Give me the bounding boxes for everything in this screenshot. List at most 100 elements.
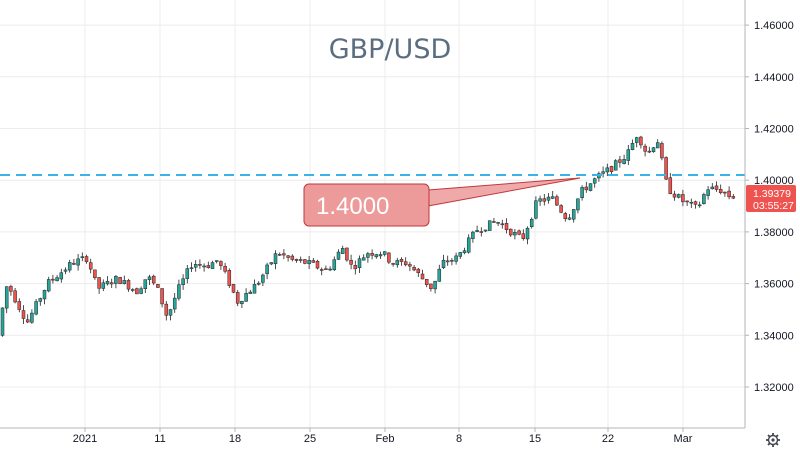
candle <box>429 283 433 292</box>
candle <box>303 259 307 265</box>
candle <box>72 258 76 266</box>
candle <box>387 252 391 265</box>
candle <box>324 265 328 270</box>
candle <box>584 181 589 193</box>
candle <box>525 226 530 245</box>
candle <box>718 184 723 195</box>
candle <box>471 230 475 243</box>
candle <box>181 274 185 290</box>
candle <box>143 279 148 294</box>
candle <box>395 257 400 268</box>
candle <box>441 254 446 269</box>
y-tick-label: 1.42000 <box>754 124 794 136</box>
candlestick-series <box>0 135 736 337</box>
candle <box>332 256 337 272</box>
candle <box>38 297 43 306</box>
candle <box>193 260 198 272</box>
candle <box>256 281 261 286</box>
candle <box>685 200 689 207</box>
settings-gear-icon[interactable] <box>766 433 780 447</box>
candle <box>97 277 101 294</box>
candle <box>206 261 211 269</box>
candle <box>601 166 605 178</box>
candle <box>693 200 698 209</box>
price-callout[interactable]: 1.4000 <box>303 177 581 227</box>
candle <box>643 143 647 157</box>
candle <box>172 292 177 313</box>
candle <box>25 314 30 324</box>
candle <box>294 258 299 263</box>
candle <box>63 267 68 275</box>
candle <box>466 234 471 254</box>
candle <box>9 284 13 296</box>
candle <box>450 258 454 266</box>
candle <box>189 262 194 272</box>
y-tick-label: 1.36000 <box>754 279 794 291</box>
candle <box>382 251 387 257</box>
candle <box>655 139 660 149</box>
candle <box>168 308 173 321</box>
y-tick-label: 1.34000 <box>754 330 794 342</box>
candle <box>156 283 160 288</box>
candle <box>336 249 341 260</box>
last-price-box <box>746 185 796 212</box>
candle <box>240 300 244 309</box>
candle <box>500 219 505 229</box>
candle <box>105 276 110 286</box>
candle <box>273 250 278 270</box>
candle <box>177 279 181 301</box>
candle <box>80 252 85 262</box>
candle <box>88 258 93 274</box>
candle <box>135 287 139 295</box>
candle <box>59 268 64 283</box>
y-tick-label: 1.46000 <box>754 20 794 32</box>
y-tick-label: 1.40000 <box>754 175 794 187</box>
candle <box>349 254 353 270</box>
candle <box>101 279 106 292</box>
x-tick-label: 2021 <box>73 433 97 445</box>
candle <box>4 286 9 314</box>
last-price-value: 1.39379 <box>753 188 791 200</box>
candle <box>710 183 715 190</box>
candle <box>361 254 366 261</box>
candle <box>504 218 509 234</box>
candle <box>277 252 282 256</box>
candle <box>697 201 702 208</box>
candle <box>689 198 694 209</box>
candle <box>559 204 563 214</box>
candle <box>248 289 253 294</box>
candle <box>290 254 295 262</box>
candle <box>668 172 673 195</box>
candle <box>571 208 576 223</box>
x-tick-label: 15 <box>529 433 541 445</box>
candle <box>210 260 215 269</box>
candle <box>214 260 219 264</box>
candle <box>139 286 143 295</box>
candle <box>634 136 639 148</box>
candle <box>282 249 286 260</box>
candle <box>227 268 232 288</box>
callout-box <box>303 183 430 227</box>
candle <box>46 276 51 293</box>
candle <box>492 218 496 224</box>
candle <box>109 278 114 288</box>
candle <box>378 251 383 259</box>
candle <box>651 146 656 153</box>
candle <box>529 217 534 229</box>
candle <box>580 185 584 201</box>
candle <box>521 229 526 241</box>
x-tick-label: 25 <box>304 433 316 445</box>
y-tick-label: 1.38000 <box>754 227 794 239</box>
candle <box>458 251 463 259</box>
candle <box>479 227 484 237</box>
candle-countdown: 03:55:27 <box>753 200 794 212</box>
candle <box>374 253 379 259</box>
candle <box>34 299 38 316</box>
candle <box>252 279 257 294</box>
candle <box>130 288 135 293</box>
candle <box>555 194 559 206</box>
candle <box>403 257 408 267</box>
candle <box>185 264 190 284</box>
